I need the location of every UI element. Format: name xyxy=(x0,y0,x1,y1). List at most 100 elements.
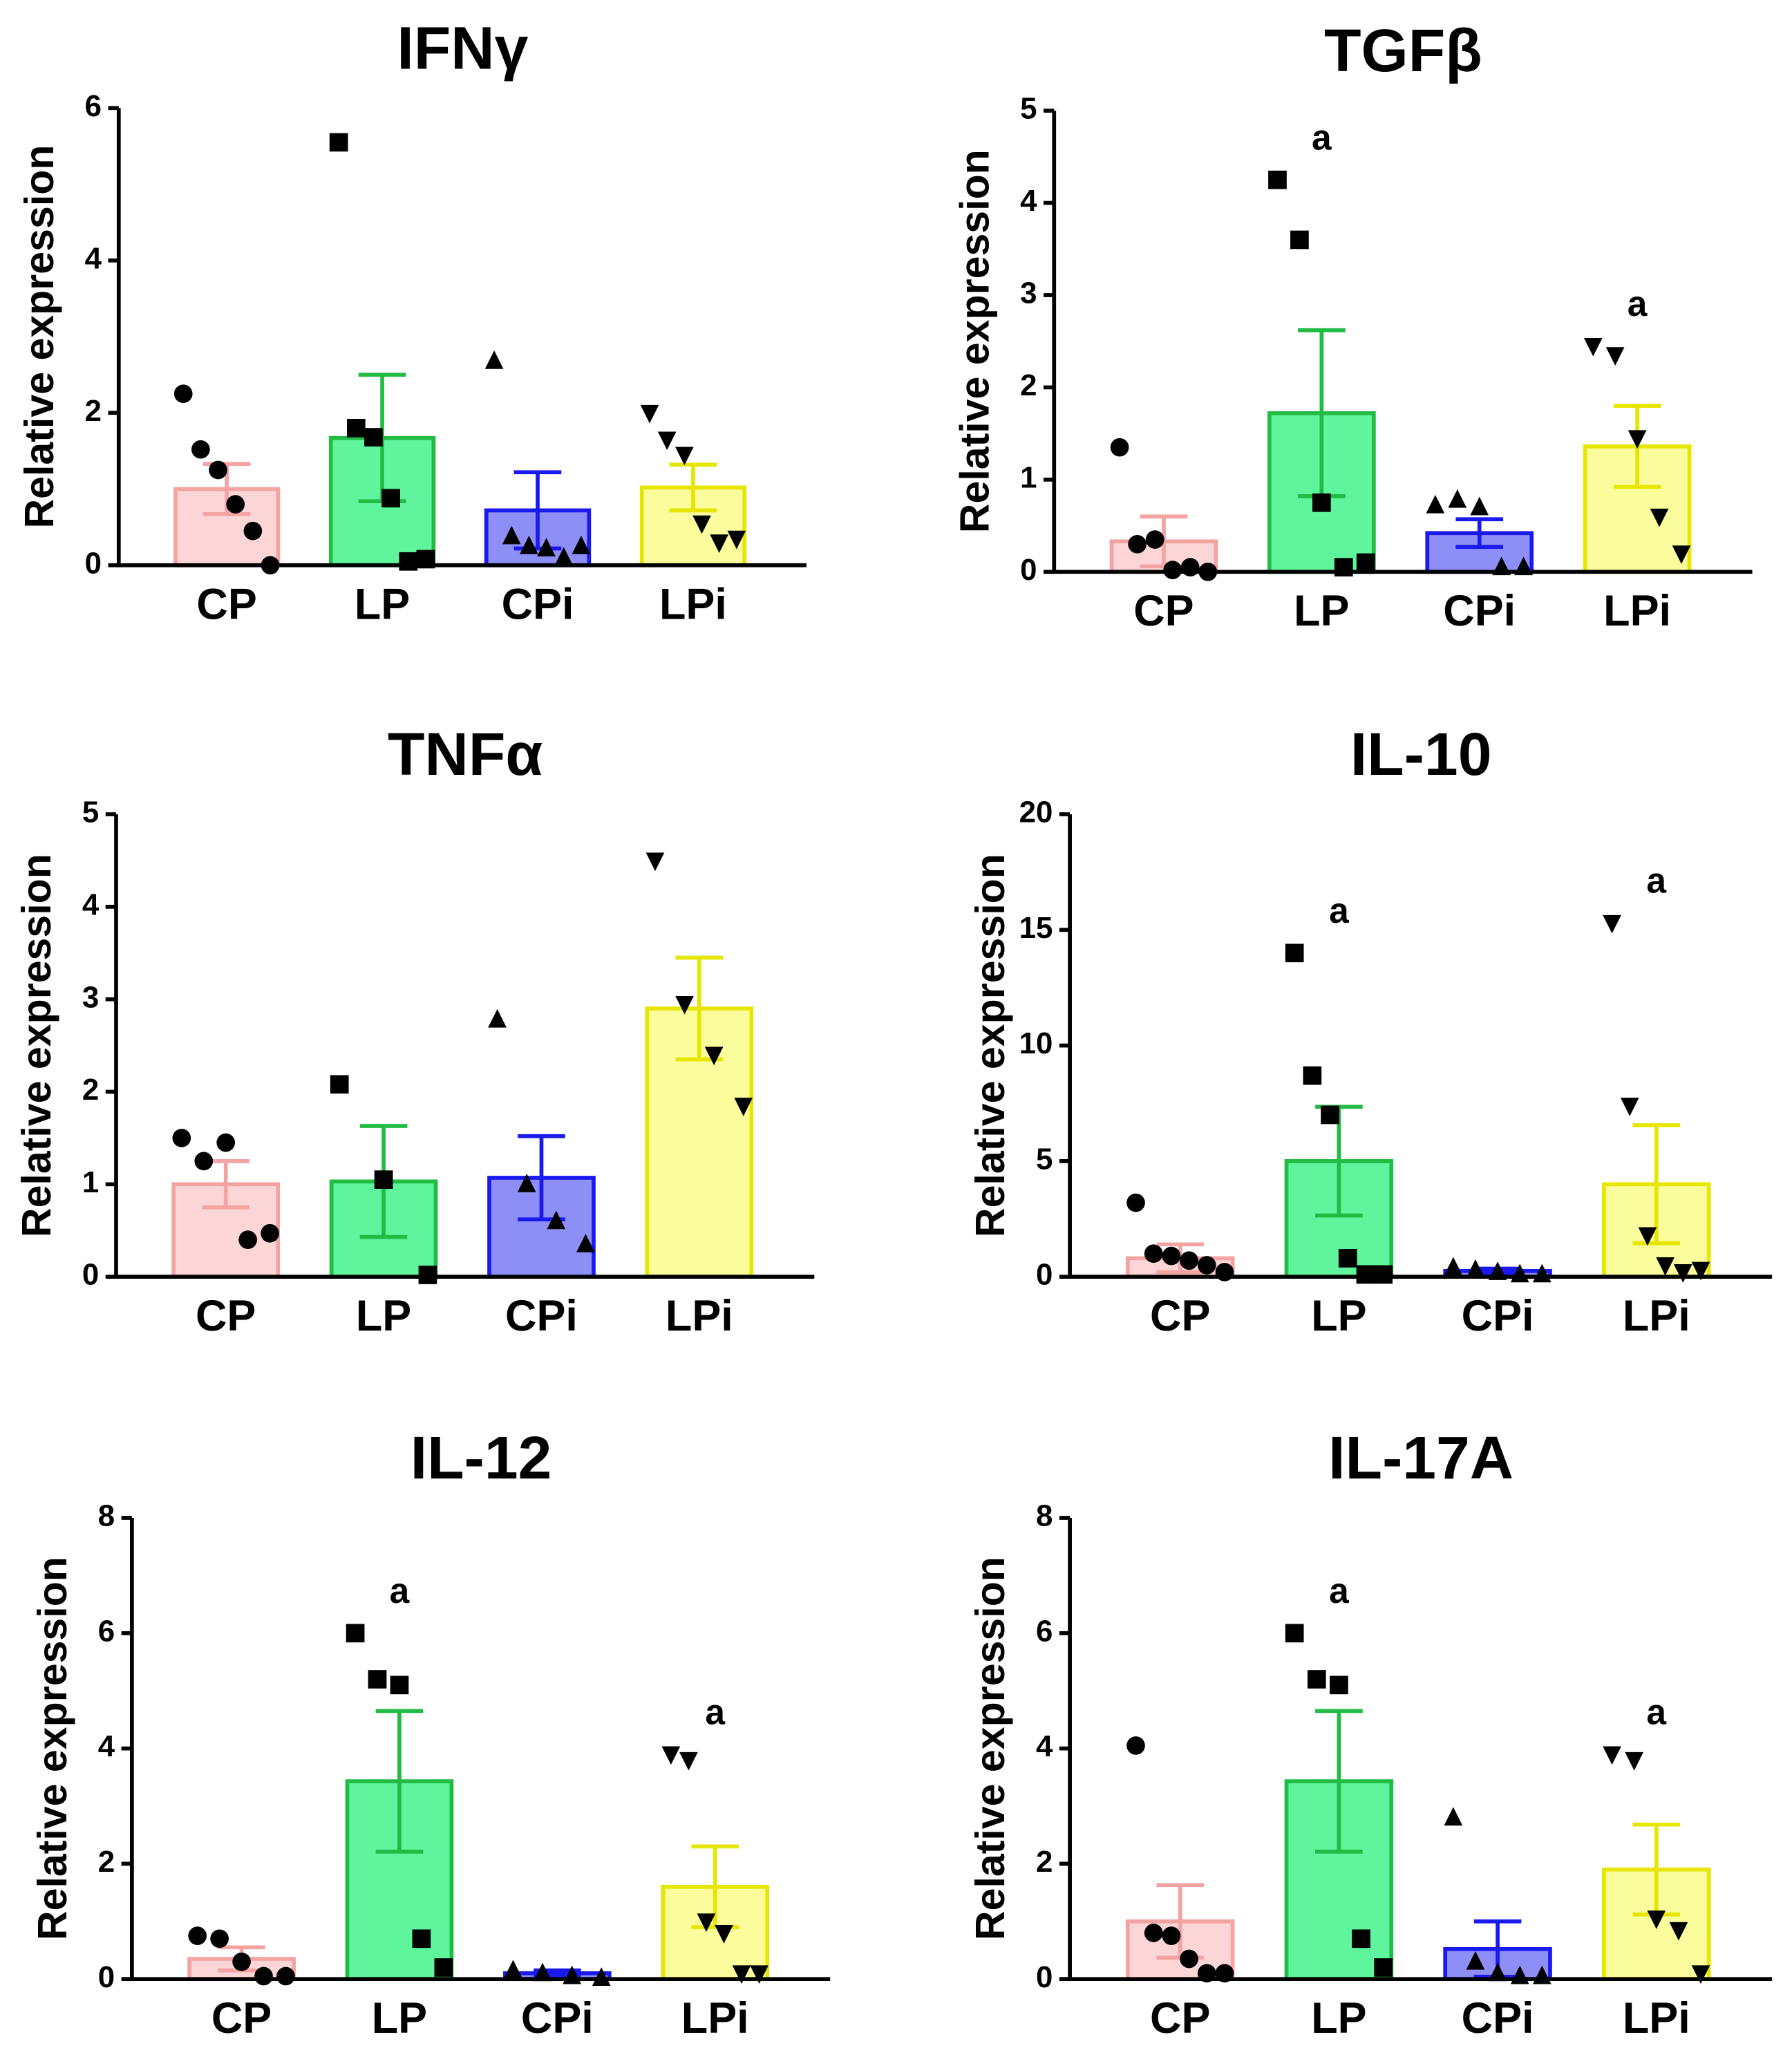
x-tick-label: CP xyxy=(1150,1994,1210,2042)
data-point xyxy=(675,447,694,466)
data-point xyxy=(1605,347,1625,366)
chart-title: IL-12 xyxy=(411,1424,552,1492)
chart-title: TGFβ xyxy=(1324,17,1482,84)
data-point xyxy=(194,1152,214,1171)
x-tick-label: LPi xyxy=(1623,1994,1690,2042)
y-tick-label: 6 xyxy=(1036,1614,1053,1648)
data-point xyxy=(346,1624,365,1643)
data-point xyxy=(1647,1910,1666,1929)
data-point xyxy=(1628,430,1647,449)
data-point xyxy=(226,495,245,514)
data-point xyxy=(502,525,521,545)
y-tick-label: 2 xyxy=(82,1073,99,1107)
data-point xyxy=(216,1133,236,1152)
chart-title: IFNγ xyxy=(397,14,528,82)
x-tick-label: CP xyxy=(1150,1292,1210,1340)
data-point xyxy=(517,1174,536,1192)
error-bar xyxy=(375,1709,424,1854)
data-point xyxy=(329,133,348,152)
data-point xyxy=(675,995,694,1015)
data-point xyxy=(330,1075,349,1094)
y-tick-label: 4 xyxy=(85,241,102,275)
data-point xyxy=(1352,1929,1370,1948)
y-tick-label: 2 xyxy=(1020,368,1037,402)
x-tick-label: LPi xyxy=(1603,587,1671,635)
panel: TGFβ Relative expression 0 1 2 3 4 5 CP LP a CPi LPi… xyxy=(952,17,1753,635)
data-point xyxy=(210,1929,229,1948)
data-point xyxy=(704,1046,724,1066)
data-point xyxy=(1638,1227,1657,1246)
data-point xyxy=(1374,1958,1393,1977)
y-tick-label: 0 xyxy=(1036,1960,1053,1994)
data-point xyxy=(661,1746,681,1765)
y-tick-label: 20 xyxy=(1019,796,1053,829)
x-tick-label: CP xyxy=(196,580,256,628)
data-point xyxy=(1126,1736,1145,1755)
data-point xyxy=(346,418,366,438)
x-tick-label: LP xyxy=(1294,587,1349,635)
x-tick-label: CPi xyxy=(502,580,574,628)
data-point xyxy=(1338,1249,1357,1268)
y-tick-label: 10 xyxy=(1019,1026,1053,1060)
data-point xyxy=(1625,1752,1643,1771)
y-tick-label: 2 xyxy=(1036,1845,1053,1879)
y-tick-label: 1 xyxy=(82,1165,99,1199)
y-tick-label: 2 xyxy=(85,394,102,428)
data-point xyxy=(1356,553,1375,572)
y-tick-label: 6 xyxy=(98,1614,115,1648)
data-point xyxy=(1672,545,1691,564)
data-point xyxy=(173,384,193,404)
panel: IFNγ Relative expression 0 2 4 6 CP LP CPi LPi xyxy=(17,14,807,628)
annotation: a xyxy=(1329,890,1349,930)
x-tick-label: CPi xyxy=(1462,1292,1534,1340)
data-point xyxy=(576,1234,595,1252)
data-point xyxy=(554,547,574,566)
y-tick-label: 0 xyxy=(1036,1258,1053,1292)
data-point xyxy=(1268,170,1287,189)
chart-title: IL-10 xyxy=(1350,720,1492,788)
x-tick-label: CPi xyxy=(521,1994,594,2042)
error-bar xyxy=(1632,1123,1681,1246)
y-axis-label: Relative expression xyxy=(17,145,62,529)
y-axis-label: Relative expression xyxy=(952,149,997,533)
y-tick-label: 0 xyxy=(82,1258,99,1292)
data-point xyxy=(412,1929,431,1948)
error-bar xyxy=(513,470,562,551)
data-point xyxy=(1144,1244,1163,1264)
data-point xyxy=(1650,508,1669,527)
data-point xyxy=(390,1675,409,1695)
data-point xyxy=(520,535,538,554)
data-point xyxy=(645,852,665,872)
x-tick-label: LPi xyxy=(681,1994,749,2042)
data-point xyxy=(1162,1926,1181,1945)
x-tick-label: LPi xyxy=(1623,1292,1690,1340)
data-point xyxy=(1312,493,1331,512)
data-point xyxy=(276,1966,295,1986)
data-point xyxy=(364,428,383,447)
data-point xyxy=(1330,1675,1348,1695)
data-point xyxy=(1197,1256,1216,1275)
data-point xyxy=(572,535,591,554)
data-point xyxy=(1603,914,1621,934)
panel: TNFα Relative expression 0 1 2 3 4 5 CP LP CPi LPi xyxy=(14,720,815,1340)
annotation: a xyxy=(1646,1691,1666,1731)
error-bar xyxy=(1315,1709,1363,1854)
data-point xyxy=(1145,530,1164,549)
data-point xyxy=(1691,1965,1710,1984)
data-point xyxy=(1180,1949,1198,1969)
y-tick-label: 0 xyxy=(85,546,102,580)
panel: IL-10 Relative expression 0 5 10 15 20 CP LP a CPi… xyxy=(968,720,1773,1340)
data-point xyxy=(657,431,677,451)
y-tick-label: 8 xyxy=(1036,1499,1053,1533)
data-point xyxy=(1321,1105,1339,1125)
annotation: a xyxy=(1628,283,1648,323)
annotation: a xyxy=(705,1691,725,1731)
y-tick-label: 0 xyxy=(1020,553,1037,587)
y-tick-label: 3 xyxy=(82,980,99,1014)
data-point xyxy=(592,1967,611,1986)
x-tick-label: LP xyxy=(1311,1292,1366,1340)
chart-title: IL-17A xyxy=(1328,1424,1513,1492)
x-tick-label: CPi xyxy=(1462,1994,1534,2042)
y-axis-label: Relative expression xyxy=(968,854,1013,1237)
